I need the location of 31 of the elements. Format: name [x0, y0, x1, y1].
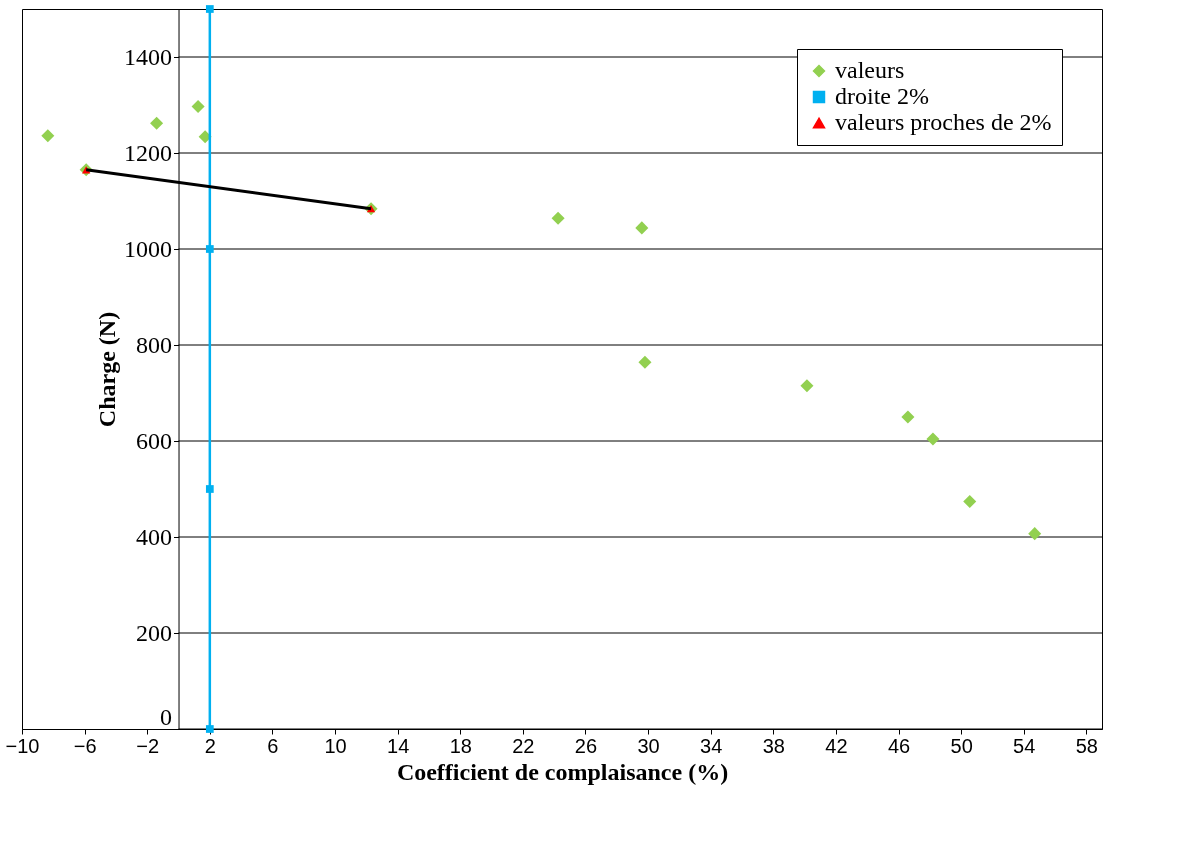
y-tick-label: 1200	[124, 139, 173, 166]
y-tick-label: 1000	[124, 235, 173, 262]
x-tick-label: −6	[73, 734, 97, 757]
y-tick-label: 200	[136, 619, 173, 646]
x-tick-label: 26	[574, 734, 598, 757]
y-tick-label: 400	[136, 523, 173, 550]
y-tick-label: 600	[136, 427, 173, 454]
x-tick-label: −2	[136, 734, 160, 757]
x-tick-label: 6	[267, 734, 279, 757]
x-tick-label: 42	[825, 734, 848, 757]
legend-label: valeurs proches de 2%	[835, 109, 1052, 135]
y-axis-title: Charge (N)	[94, 311, 121, 428]
y-tick-label: 0	[160, 703, 173, 730]
x-tick-label: 22	[512, 734, 535, 757]
x-tick-label: 18	[449, 734, 472, 757]
x-tick-label: 34	[700, 734, 723, 757]
x-tick-label: 54	[1013, 734, 1036, 757]
x-tick-label: 38	[762, 734, 785, 757]
y-tick-label: 800	[136, 331, 173, 358]
x-tick-label: 2	[204, 734, 216, 757]
x-tick-label: 10	[324, 734, 347, 757]
legend-label: valeurs	[835, 57, 905, 83]
y-tick-label: 1400	[124, 43, 173, 70]
legend-label: droite 2%	[835, 83, 929, 109]
x-tick-label: 46	[887, 734, 911, 757]
x-tick-label: −10	[5, 734, 40, 757]
x-tick-label: 50	[950, 734, 973, 757]
x-tick-label: 14	[387, 734, 410, 757]
x-tick-label: 58	[1075, 734, 1098, 757]
x-tick-label: 30	[637, 734, 660, 757]
x-axis-title: Coefficient de complaisance (%)	[396, 758, 729, 785]
